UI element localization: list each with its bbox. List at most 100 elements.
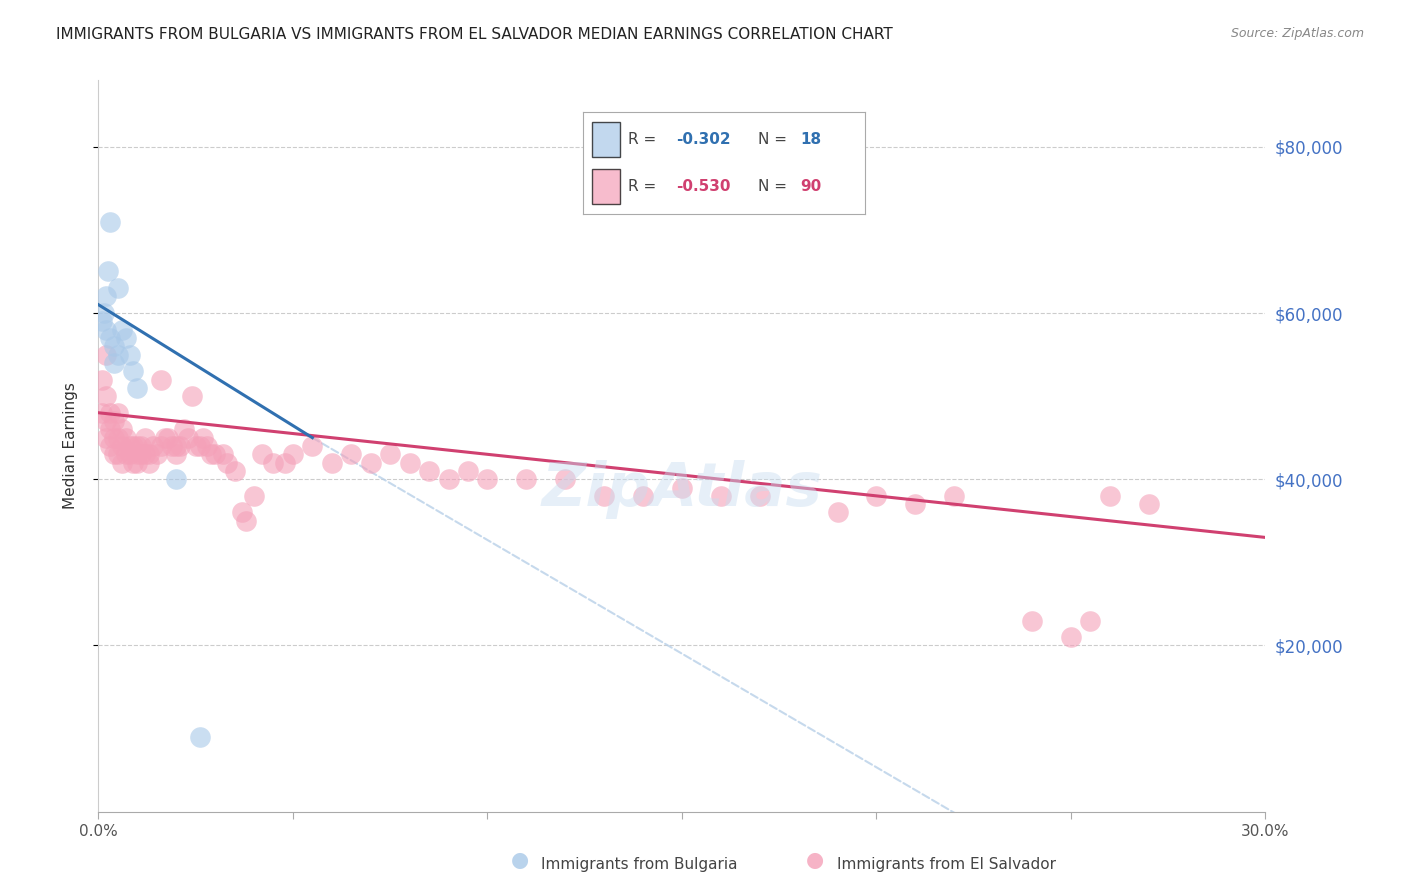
- Text: N =: N =: [758, 179, 792, 194]
- Point: [1080, 614, 1102, 628]
- Point: [122, 439, 145, 453]
- Point: [281, 447, 304, 461]
- Text: Immigrants from El Salvador: Immigrants from El Salvador: [837, 857, 1056, 872]
- Point: [631, 489, 654, 503]
- Point: [321, 456, 343, 470]
- Point: [193, 431, 215, 445]
- Point: [129, 439, 152, 453]
- Point: [235, 514, 257, 528]
- Point: [111, 439, 134, 453]
- Point: [1137, 497, 1160, 511]
- Point: [98, 406, 121, 420]
- Text: ZipAtlas: ZipAtlas: [541, 460, 823, 519]
- Point: [360, 456, 382, 470]
- Point: [173, 422, 195, 436]
- Point: [96, 348, 118, 362]
- Point: [107, 447, 129, 461]
- Point: [107, 431, 129, 445]
- Point: [146, 447, 169, 461]
- Point: [107, 281, 129, 295]
- Point: [103, 431, 125, 445]
- Point: [118, 439, 141, 453]
- Point: [93, 306, 115, 320]
- Point: [215, 456, 238, 470]
- Text: Source: ZipAtlas.com: Source: ZipAtlas.com: [1230, 27, 1364, 40]
- Point: [195, 439, 218, 453]
- Point: [103, 339, 125, 353]
- Point: [1021, 614, 1043, 628]
- Point: [515, 472, 537, 486]
- Point: [340, 447, 363, 461]
- Point: [188, 730, 211, 744]
- Point: [149, 372, 172, 386]
- Point: [118, 447, 141, 461]
- Point: [457, 464, 479, 478]
- Point: [114, 331, 136, 345]
- Point: [114, 431, 136, 445]
- Point: [91, 406, 114, 420]
- Point: [98, 422, 121, 436]
- Point: [418, 464, 440, 478]
- Point: [98, 439, 121, 453]
- Point: [153, 431, 176, 445]
- Point: [97, 264, 120, 278]
- Point: [188, 439, 211, 453]
- Point: [138, 447, 160, 461]
- Point: [180, 389, 202, 403]
- Point: [111, 456, 134, 470]
- Point: [111, 422, 134, 436]
- Point: [554, 472, 576, 486]
- Point: [437, 472, 460, 486]
- Point: [165, 447, 187, 461]
- Point: [1060, 630, 1083, 644]
- Point: [262, 456, 284, 470]
- Point: [157, 431, 180, 445]
- Point: [118, 348, 141, 362]
- Point: [162, 439, 184, 453]
- Point: [138, 456, 160, 470]
- Point: [671, 481, 693, 495]
- Point: [149, 439, 172, 453]
- Point: [710, 489, 733, 503]
- Point: [134, 447, 156, 461]
- Point: [177, 431, 200, 445]
- Point: [827, 506, 849, 520]
- Point: [243, 489, 266, 503]
- Point: [111, 323, 134, 337]
- Point: [593, 489, 616, 503]
- Point: [96, 389, 118, 403]
- Point: [301, 439, 323, 453]
- Text: R =: R =: [628, 132, 662, 146]
- Point: [274, 456, 297, 470]
- Point: [169, 439, 191, 453]
- Text: 90: 90: [800, 179, 821, 194]
- Point: [477, 472, 499, 486]
- Point: [91, 372, 114, 386]
- Text: N =: N =: [758, 132, 792, 146]
- Point: [127, 381, 149, 395]
- Point: [865, 489, 887, 503]
- Text: -0.302: -0.302: [676, 132, 731, 146]
- Point: [96, 323, 118, 337]
- Point: [127, 439, 149, 453]
- Point: [122, 456, 145, 470]
- FancyBboxPatch shape: [592, 169, 620, 204]
- Point: [142, 439, 165, 453]
- Text: ●: ●: [512, 850, 529, 870]
- Point: [165, 472, 187, 486]
- Point: [98, 331, 121, 345]
- Point: [212, 447, 235, 461]
- Point: [943, 489, 966, 503]
- Point: [90, 314, 112, 328]
- Point: [184, 439, 207, 453]
- Point: [114, 447, 136, 461]
- Point: [1098, 489, 1121, 503]
- Point: [103, 447, 125, 461]
- Y-axis label: Median Earnings: Median Earnings: [63, 383, 77, 509]
- Point: [165, 439, 187, 453]
- Point: [748, 489, 770, 503]
- Point: [129, 447, 152, 461]
- Point: [204, 447, 226, 461]
- Point: [107, 406, 129, 420]
- Point: [250, 447, 273, 461]
